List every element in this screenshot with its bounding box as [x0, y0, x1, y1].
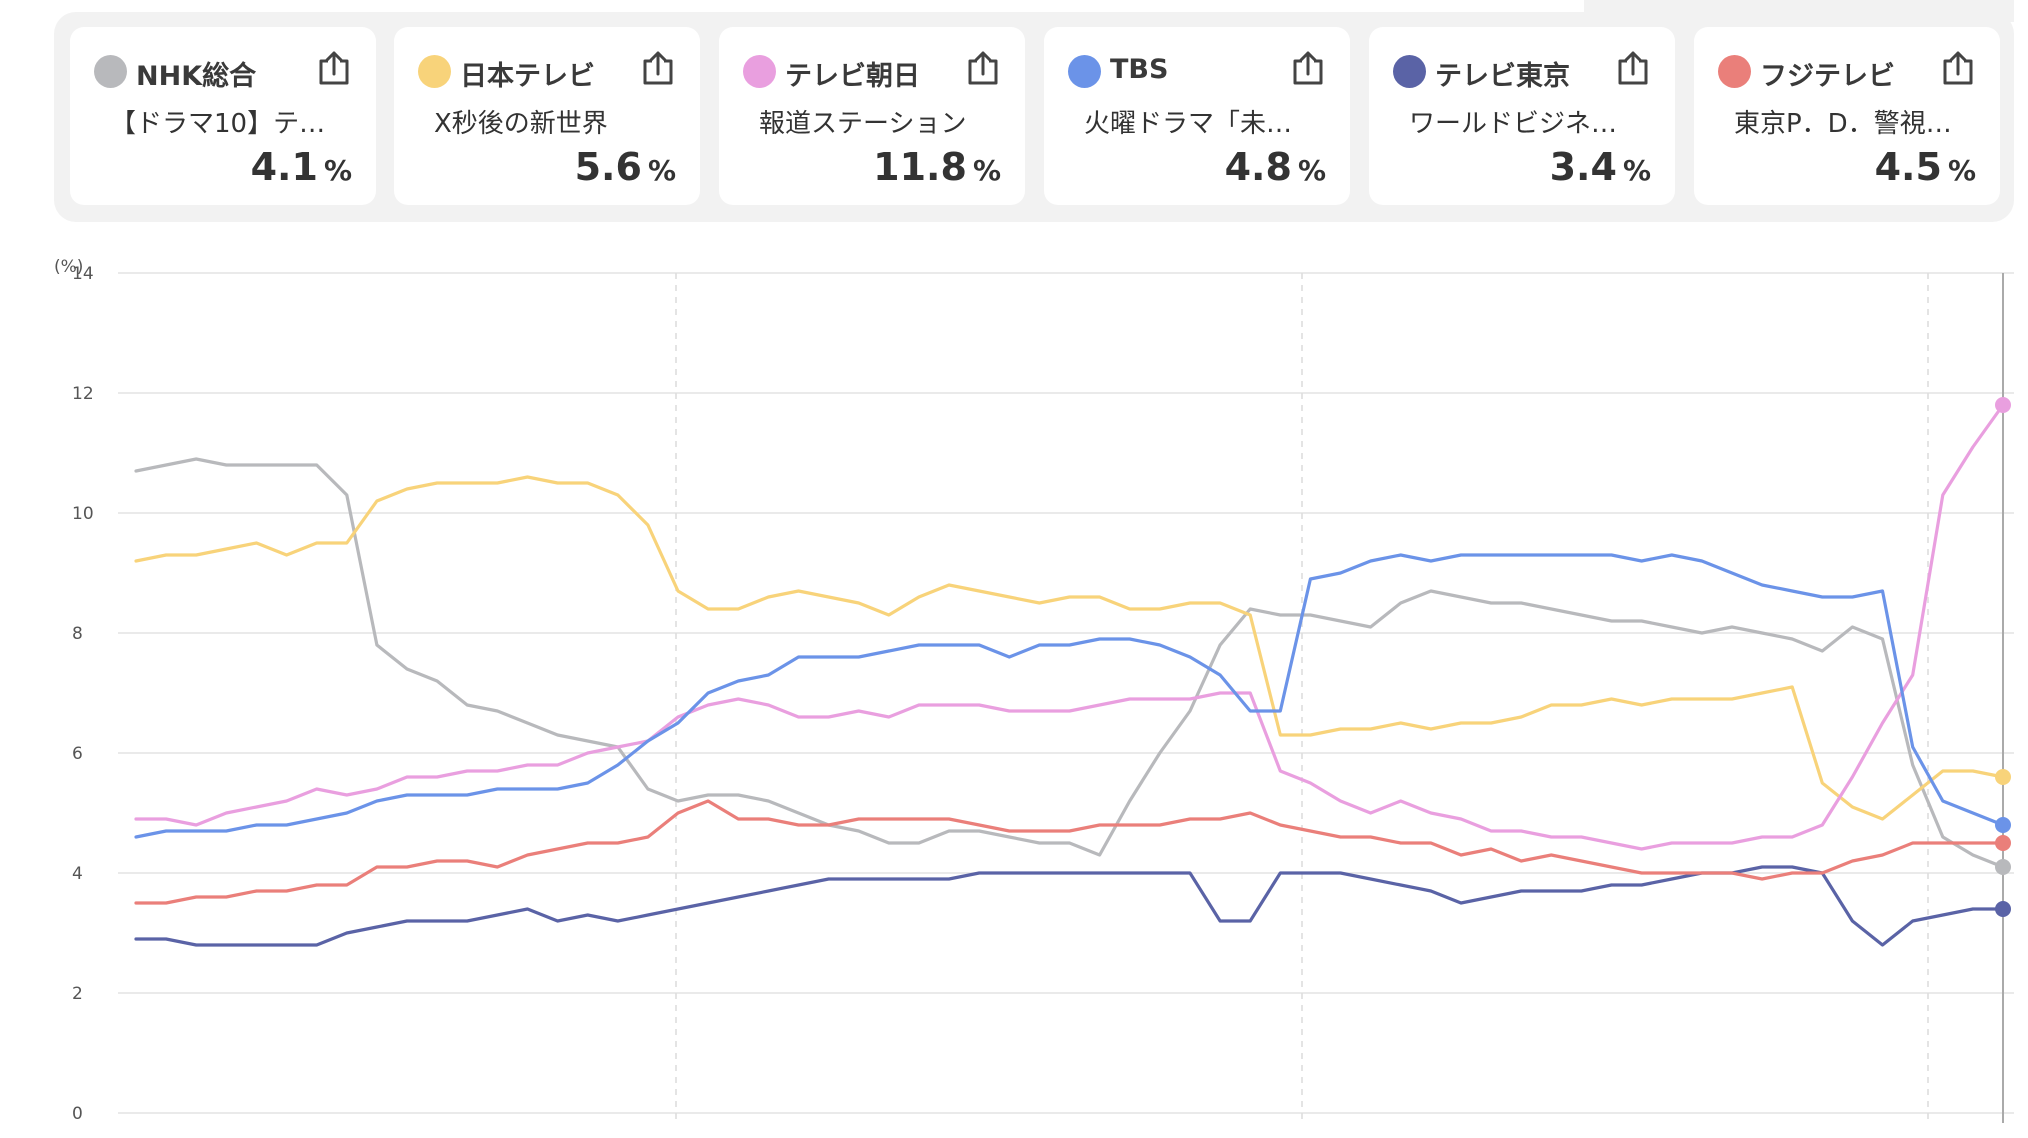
y-axis-ticks: 0 2 4 6 8 10 12 14: [72, 264, 94, 1124]
y-tick-label: 0: [72, 1104, 83, 1124]
series-end-dot: [1995, 817, 2011, 833]
program-title: 火曜ドラマ「未…: [1084, 109, 1293, 139]
program-title: X秒後の新世界: [434, 109, 608, 139]
y-tick-label: 2: [72, 984, 83, 1004]
channel-color-dot: [743, 55, 776, 88]
rating-number: 4.5: [1874, 145, 1942, 189]
series-line: [134, 475, 2005, 821]
program-title: 【ドラマ10】テ…: [110, 109, 326, 139]
rating-number: 4.8: [1224, 145, 1292, 189]
y-axis-unit-label: (%): [54, 257, 83, 277]
rating-unit: %: [1297, 154, 1326, 187]
channel-name: フジテレビ: [1760, 61, 1895, 92]
channel-name: テレビ朝日: [785, 61, 920, 92]
rating-number: 4.1: [250, 145, 318, 189]
rating-unit: %: [1947, 154, 1976, 187]
series-line: [134, 865, 2005, 947]
y-tick-label: 10: [72, 504, 94, 524]
rating-value: 4.5%: [1875, 145, 1976, 189]
channel-card[interactable]: テレビ東京ワールドビジネ… 3.4%: [1369, 27, 1675, 205]
channel-color-dot: [418, 55, 451, 88]
series-end-dot: [1995, 835, 2011, 851]
rating-unit: %: [972, 154, 1001, 187]
rating-number: 11.8: [873, 145, 967, 189]
rating-unit: %: [323, 154, 352, 187]
series-line: [134, 403, 2005, 851]
rating-value: 4.8%: [1225, 145, 1326, 189]
series-line: [134, 553, 2005, 839]
channel-cards-panel: NHK総合 【ドラマ10】テ… 4.1% 日本テレビ X秒後の新世界 5.6% テレビ朝日報…: [54, 0, 2014, 222]
share-icon[interactable]: [1288, 49, 1328, 89]
share-icon[interactable]: [963, 49, 1003, 89]
channel-name: 日本テレビ: [460, 61, 595, 92]
program-title: 報道ステーション: [759, 109, 967, 139]
channel-name: TBS: [1110, 54, 1169, 85]
series-end-dot: [1995, 397, 2011, 413]
series-line: [134, 799, 2005, 905]
y-tick-label: 12: [72, 384, 94, 404]
rating-value: 4.1%: [251, 145, 352, 189]
share-icon[interactable]: [1613, 49, 1653, 89]
rating-unit: %: [1622, 154, 1651, 187]
channel-card[interactable]: NHK総合【ドラマ10】テ… 4.1%: [70, 27, 376, 205]
ratings-line-chart: (%) 0 2 4 6 8 10 12 14: [54, 257, 2014, 1124]
y-tick-label: 8: [72, 624, 83, 644]
series-line: [134, 457, 2005, 869]
series-end-dot: [1995, 769, 2011, 785]
rating-value: 5.6%: [575, 145, 676, 189]
chart-series: [134, 403, 2005, 947]
channel-name: NHK総合: [136, 61, 257, 92]
series-end-dot: [1995, 859, 2011, 875]
rating-number: 5.6: [574, 145, 642, 189]
rating-number: 3.4: [1549, 145, 1617, 189]
share-icon[interactable]: [314, 49, 354, 89]
y-tick-label: 14: [72, 264, 94, 284]
channel-card[interactable]: 日本テレビ X秒後の新世界 5.6%: [394, 27, 700, 205]
channel-color-dot: [1718, 55, 1751, 88]
share-icon[interactable]: [638, 49, 678, 89]
channel-name: テレビ東京: [1435, 61, 1570, 92]
rating-value: 3.4%: [1550, 145, 1651, 189]
channel-card[interactable]: フジテレビ東京P．D．警視… 4.5%: [1694, 27, 2000, 205]
channel-color-dot: [94, 55, 127, 88]
series-end-dot: [1995, 901, 2011, 917]
channel-color-dot: [1393, 55, 1426, 88]
rating-unit: %: [647, 154, 676, 187]
chart-end-markers: [1995, 397, 2011, 917]
y-tick-label: 6: [72, 744, 83, 764]
program-title: 東京P．D．警視…: [1734, 109, 1952, 139]
program-title: ワールドビジネ…: [1409, 109, 1618, 139]
chart-grid: [118, 272, 2014, 1123]
channel-card[interactable]: TBS 火曜ドラマ「未… 4.8%: [1044, 27, 1350, 205]
y-tick-label: 4: [72, 864, 83, 884]
channel-card[interactable]: テレビ朝日報道ステーション 11.8%: [719, 27, 1025, 205]
share-icon[interactable]: [1938, 49, 1978, 89]
rating-value: 11.8%: [873, 145, 1001, 189]
channel-color-dot: [1068, 55, 1101, 88]
